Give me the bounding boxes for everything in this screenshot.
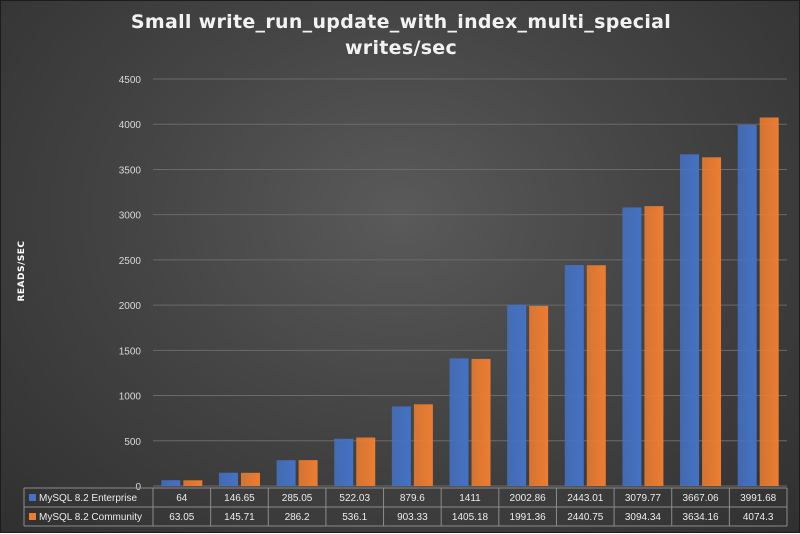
bar-enterprise: [449, 358, 469, 486]
y-tick-label: 4000: [119, 120, 142, 131]
bar-community: [759, 117, 779, 486]
bar-community: [298, 460, 318, 486]
data-label: 64: [176, 493, 188, 504]
data-label: 3094.34: [625, 512, 662, 523]
bar-enterprise: [564, 265, 584, 486]
bar-enterprise: [276, 460, 296, 486]
data-label: 3079.77: [625, 493, 662, 504]
data-label: 2443.01: [567, 493, 604, 504]
bar-enterprise: [737, 124, 757, 486]
data-label: 146.65: [224, 493, 255, 504]
legend-label-enterprise: MySQL 8.2 Enterprise: [39, 493, 137, 504]
chart-title-line: Small write_run_update_with_index_multi_…: [130, 11, 672, 33]
legend-swatch-community: [29, 513, 36, 520]
bar-community: [586, 265, 606, 486]
data-label: 285.05: [282, 493, 313, 504]
data-label: 3667.06: [682, 493, 719, 504]
data-label: 879.6: [400, 493, 425, 504]
data-label: 286.2: [285, 512, 310, 523]
bar-community: [471, 358, 491, 486]
legend-label-community: MySQL 8.2 Community: [39, 512, 142, 523]
legend-swatch-enterprise: [29, 494, 36, 501]
data-label: 2002.86: [510, 493, 547, 504]
y-tick-label: 2000: [119, 301, 142, 312]
y-tick-label: 2500: [119, 256, 142, 267]
bar-enterprise: [334, 438, 354, 486]
bar-community: [644, 206, 664, 486]
y-tick-label: 1000: [119, 392, 142, 403]
data-label: 1411: [459, 493, 481, 504]
data-label: 4074.3: [743, 512, 774, 523]
chart-subtitle: writes/sec: [344, 37, 458, 59]
y-tick-label: 4500: [119, 75, 142, 86]
data-label: 1405.18: [452, 512, 489, 523]
data-label: 1991.36: [510, 512, 547, 523]
chart-title: Small write_run_update_with_index_multi_…: [1, 9, 800, 61]
bar-enterprise: [161, 480, 181, 486]
data-label: 3634.16: [682, 512, 719, 523]
bar-enterprise: [218, 472, 238, 486]
bar-community: [240, 472, 260, 486]
bar-community: [702, 157, 722, 486]
bar-enterprise: [391, 406, 411, 486]
y-tick-label: 3500: [119, 165, 142, 176]
data-label: 522.03: [339, 493, 370, 504]
data-label: 2440.75: [567, 512, 604, 523]
bar-community: [413, 404, 433, 486]
data-label: 63.05: [169, 512, 194, 523]
data-label: 145.71: [224, 512, 255, 523]
bar-community: [356, 437, 376, 486]
y-tick-label: 3000: [119, 211, 142, 222]
data-label: 903.33: [397, 512, 428, 523]
bar-enterprise: [680, 154, 700, 487]
data-label: 3991.68: [740, 493, 777, 504]
bar-enterprise: [622, 207, 642, 487]
bar-community: [183, 480, 203, 486]
bar-enterprise: [507, 304, 527, 486]
data-label: 536.1: [342, 512, 367, 523]
bar-community: [529, 305, 549, 486]
y-tick-label: 1500: [119, 346, 142, 357]
y-tick-label: 500: [124, 437, 141, 448]
